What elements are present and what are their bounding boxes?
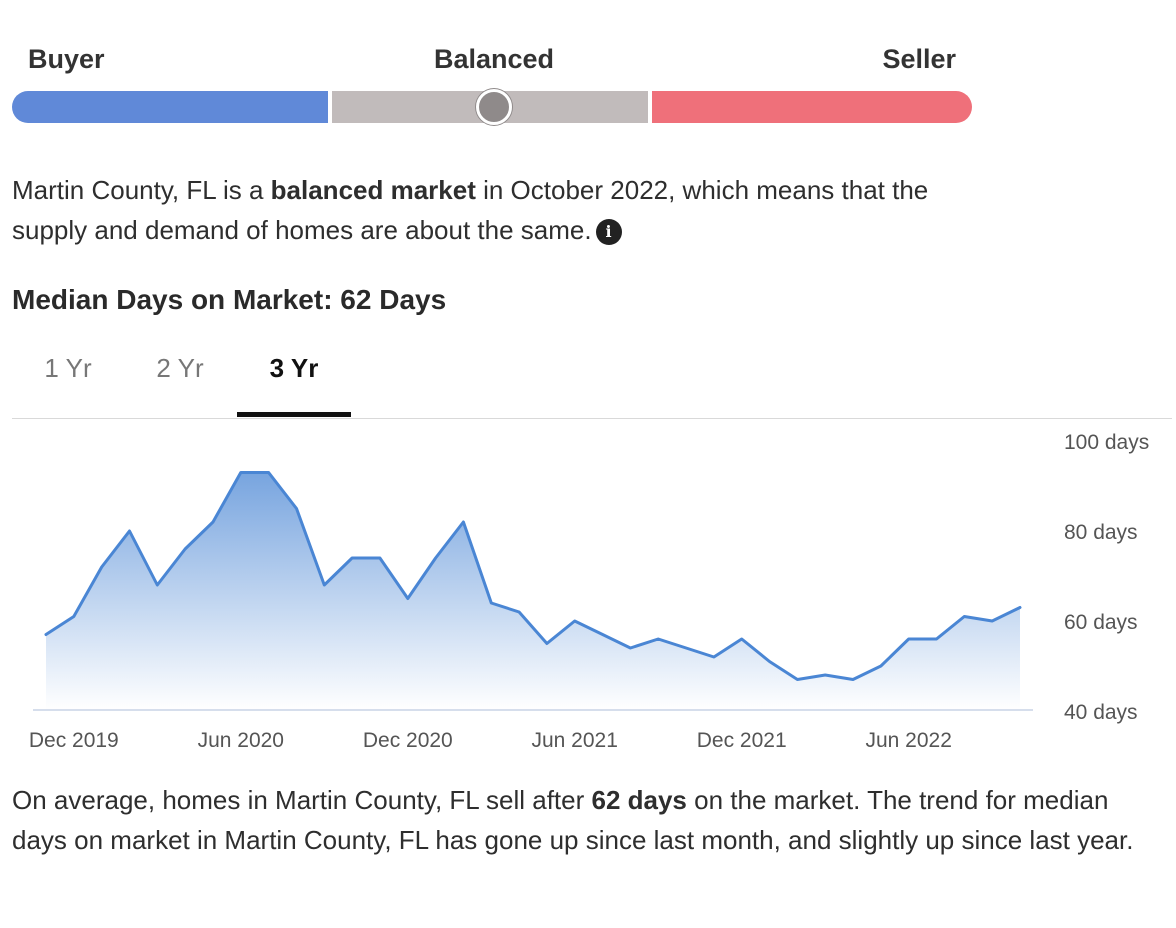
seller-label: Seller (882, 44, 956, 74)
data-point[interactable] (459, 518, 467, 526)
meter-segment-seller (652, 91, 972, 123)
x-tick-label: Dec 2019 (29, 729, 119, 752)
data-point[interactable] (265, 469, 273, 477)
data-point[interactable] (933, 635, 941, 643)
data-point[interactable] (126, 527, 134, 535)
data-point[interactable] (376, 554, 384, 562)
data-point[interactable] (682, 644, 690, 652)
footer-text-post: on the market. The trend for median days… (12, 785, 1134, 855)
data-point[interactable] (70, 613, 78, 621)
summary-text-pre: Martin County, FL is a (12, 175, 271, 205)
data-point[interactable] (738, 635, 746, 643)
data-point[interactable] (515, 608, 523, 616)
data-point[interactable] (821, 671, 829, 679)
summary-text-bold: balanced market (270, 175, 476, 205)
data-point[interactable] (42, 631, 50, 639)
x-tick-label: Dec 2020 (363, 729, 453, 752)
data-point[interactable] (98, 563, 106, 571)
trend-description: On average, homes in Martin County, FL s… (12, 780, 1152, 860)
days-on-market-chart: 100 days 80 days 60 days 40 days Dec 2019 Ju… (29, 431, 1149, 752)
x-tick-label: Jun 2020 (198, 729, 284, 752)
summary-text-post: in October 2022, which means that the su… (12, 175, 929, 245)
market-meter (12, 89, 972, 125)
data-point[interactable] (905, 635, 913, 643)
buyer-label: Buyer (28, 44, 105, 74)
series-line (44, 471, 1022, 681)
meter-segment-buyer (12, 91, 328, 123)
data-point[interactable] (599, 631, 607, 639)
tab-2-yr[interactable]: 2 Yr (156, 353, 204, 383)
data-point[interactable] (626, 644, 634, 652)
meter-indicator (476, 89, 512, 125)
tab-1-yr[interactable]: 1 Yr (44, 353, 92, 383)
x-tick-label: Jun 2021 (531, 729, 617, 752)
data-point[interactable] (320, 581, 328, 589)
data-point[interactable] (348, 554, 356, 562)
data-point[interactable] (1016, 604, 1024, 612)
data-point[interactable] (209, 518, 217, 526)
data-point[interactable] (766, 658, 774, 666)
data-point[interactable] (543, 640, 551, 648)
data-point[interactable] (960, 613, 968, 621)
chart-heading: Median Days on Market: 62 Days (12, 284, 447, 315)
market-summary: Martin County, FL is a balanced market i… (12, 170, 962, 250)
data-point[interactable] (153, 581, 161, 589)
x-tick-label: Jun 2022 (865, 729, 951, 752)
y-tick-label: 40 days (1064, 701, 1138, 724)
data-point[interactable] (654, 635, 662, 643)
data-point[interactable] (293, 505, 301, 513)
data-point[interactable] (237, 469, 245, 477)
series-area (46, 472, 1020, 710)
y-tick-label: 60 days (1064, 611, 1138, 634)
tab-3-yr[interactable]: 3 Yr (237, 345, 351, 417)
balanced-label: Balanced (434, 44, 555, 74)
data-point[interactable] (571, 617, 579, 625)
data-point[interactable] (710, 653, 718, 661)
range-tabs: 1 Yr 2 Yr 3 Yr (12, 345, 1172, 419)
data-point[interactable] (432, 554, 440, 562)
data-point[interactable] (487, 599, 495, 607)
data-point[interactable] (877, 662, 885, 670)
data-point[interactable] (793, 676, 801, 684)
y-tick-label: 100 days (1064, 431, 1149, 454)
footer-text-pre: On average, homes in Martin County, FL s… (12, 785, 592, 815)
footer-text-bold: 62 days (591, 785, 687, 815)
data-point[interactable] (404, 595, 412, 603)
data-point[interactable] (988, 617, 996, 625)
market-meter-labels: Buyer Balanced Seller (12, 44, 972, 80)
x-tick-label: Dec 2021 (697, 729, 787, 752)
data-point[interactable] (849, 676, 857, 684)
info-icon[interactable]: i (595, 219, 622, 246)
y-tick-label: 80 days (1064, 521, 1138, 544)
data-point[interactable] (181, 545, 189, 553)
